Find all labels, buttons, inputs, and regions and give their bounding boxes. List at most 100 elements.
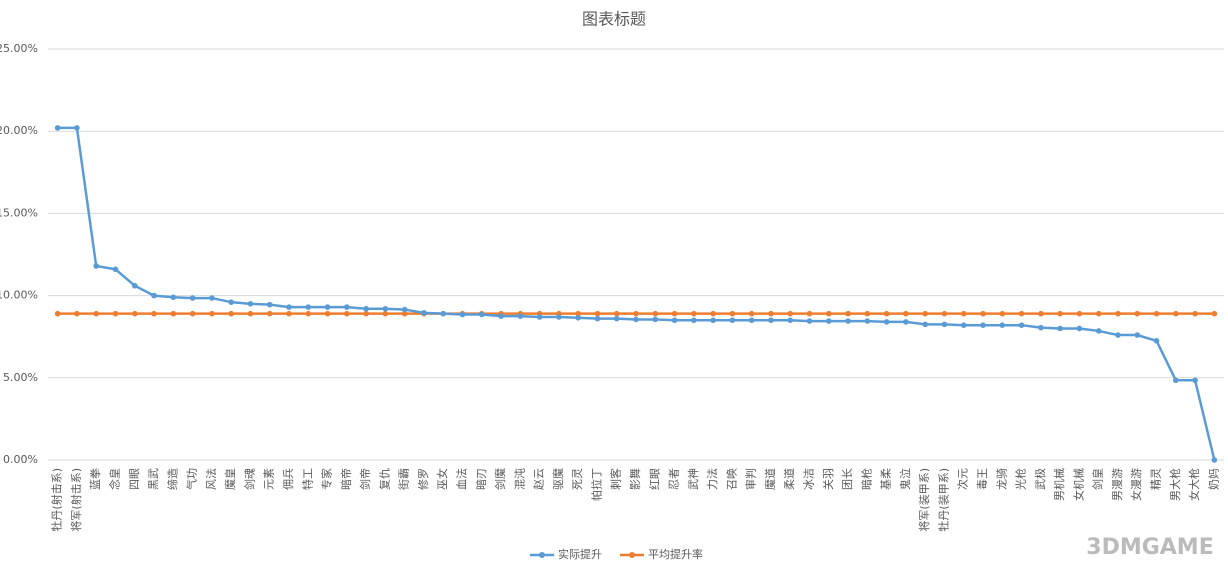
- x-tick-label: 暗枪: [859, 468, 873, 490]
- point: [54, 125, 61, 131]
- x-tick-label: 黑武: [147, 468, 160, 490]
- x-tick-label: 蓝拳: [88, 468, 102, 490]
- x-tick-label: 风法: [204, 468, 218, 490]
- point: [671, 310, 678, 317]
- point: [266, 301, 273, 308]
- x-tick-label: 冰洁: [803, 468, 816, 490]
- point: [729, 317, 736, 324]
- point: [1038, 324, 1044, 331]
- point: [1153, 338, 1160, 344]
- point: [594, 315, 601, 322]
- point: [459, 311, 466, 318]
- x-tick-label: 将军(射击系): [69, 468, 83, 532]
- point: [151, 310, 157, 317]
- point: [170, 294, 177, 301]
- point: [209, 295, 215, 301]
- x-tick-label: 力法: [705, 468, 719, 490]
- point: [960, 322, 967, 328]
- x-tick-label: 帕拉丁: [589, 468, 603, 501]
- point: [189, 295, 196, 301]
- legend-marker: [629, 552, 635, 558]
- point: [922, 321, 928, 328]
- point: [382, 305, 389, 312]
- x-tick-label: 柔道: [782, 468, 796, 490]
- x-tick-label: 特工: [300, 468, 314, 490]
- legend-marker: [539, 552, 545, 558]
- x-tick-label: 女机械: [1071, 468, 1085, 501]
- x-tick-label: 暗刃: [474, 468, 488, 490]
- point: [845, 310, 851, 317]
- y-tick-label: 15.00%: [0, 206, 38, 219]
- x-tick-label: 忍者: [668, 468, 681, 490]
- x-tick-label: 刺客: [609, 468, 623, 490]
- point: [209, 310, 215, 317]
- point: [478, 311, 485, 318]
- x-tick-label: 元素: [263, 468, 276, 490]
- point: [1095, 328, 1102, 334]
- x-tick-label: 武神: [686, 468, 700, 490]
- point: [903, 319, 909, 325]
- x-tick-label: 专家: [320, 468, 334, 490]
- point: [440, 310, 447, 317]
- point: [1095, 310, 1102, 317]
- x-tick-label: 混沌: [513, 468, 526, 490]
- legend-label: 实际提升: [558, 547, 602, 561]
- x-tick-label: 剑帝: [358, 468, 372, 490]
- point: [980, 322, 986, 328]
- point: [401, 310, 408, 317]
- point: [748, 317, 755, 324]
- point: [151, 292, 157, 299]
- point: [74, 125, 80, 131]
- point: [498, 313, 504, 319]
- point: [344, 304, 350, 310]
- x-tick-label: 团长: [841, 468, 854, 490]
- point: [401, 306, 408, 313]
- x-tick-label: 光枪: [1014, 468, 1028, 490]
- point: [247, 301, 254, 307]
- point: [575, 310, 581, 317]
- x-tick-label: 缔造: [165, 468, 179, 490]
- point: [806, 318, 813, 324]
- point: [93, 263, 99, 269]
- point: [1153, 310, 1160, 317]
- point: [710, 310, 716, 317]
- point: [363, 310, 369, 317]
- x-tick-label: 将军(装甲系): [918, 468, 931, 532]
- point: [575, 314, 581, 321]
- y-tick-label: 0.00%: [3, 453, 38, 466]
- point: [228, 299, 234, 305]
- point: [1018, 322, 1025, 328]
- point: [633, 316, 639, 323]
- point: [1076, 325, 1083, 332]
- point: [1211, 310, 1218, 317]
- point: [922, 310, 928, 317]
- point: [691, 317, 697, 324]
- x-tick-label: 魔道: [763, 468, 777, 490]
- point: [652, 316, 659, 323]
- x-tick-label: 男机械: [1052, 468, 1066, 501]
- x-tick-label: 审判: [744, 468, 758, 490]
- x-tick-label: 巫女: [435, 468, 449, 490]
- point: [247, 310, 254, 317]
- x-tick-label: 毒王: [976, 468, 989, 490]
- x-tick-label: 红眼: [648, 468, 661, 490]
- point: [768, 310, 774, 317]
- x-tick-label: 街霸: [397, 468, 411, 490]
- point: [305, 304, 312, 310]
- x-tick-label: 血法: [454, 468, 468, 490]
- point: [806, 310, 813, 317]
- point: [825, 318, 832, 324]
- point: [54, 310, 61, 317]
- x-tick-label: 基柔: [880, 468, 893, 490]
- point: [1134, 332, 1141, 338]
- x-tick-label: 男大枪: [1168, 468, 1182, 501]
- x-tick-label: 女漫游: [1129, 468, 1143, 501]
- point: [112, 266, 119, 273]
- point: [999, 322, 1006, 328]
- point: [845, 318, 851, 324]
- point: [613, 315, 620, 322]
- point: [344, 310, 350, 317]
- x-tick-label: 修罗: [416, 468, 430, 490]
- point: [556, 314, 562, 320]
